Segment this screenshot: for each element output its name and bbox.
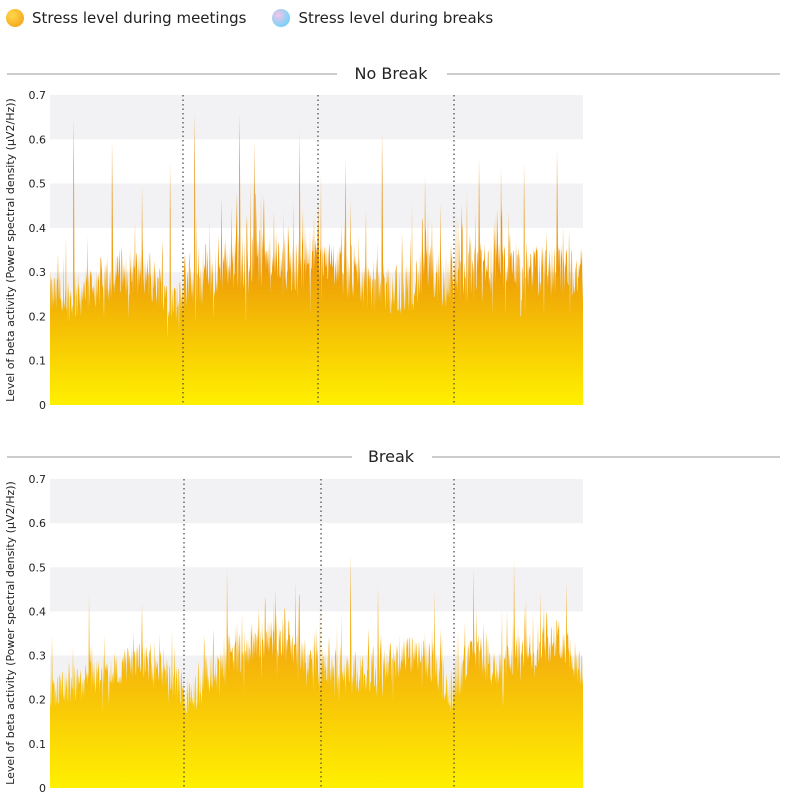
y-tick-label: 0.1 xyxy=(29,738,47,751)
chart-panel-break: Break 0 0.1 0.2 0.3 0.4 0.5 0.6 0.7 Level of be… xyxy=(4,447,780,795)
grid-band xyxy=(50,95,583,140)
y-tick-labels: 0 0.1 0.2 0.3 0.4 0.5 0.6 0.7 xyxy=(29,473,47,795)
meeting-separators xyxy=(183,479,455,788)
meeting-area-3 xyxy=(321,554,454,788)
meeting-area-2 xyxy=(184,567,321,788)
meeting-area-2 xyxy=(183,112,318,406)
legend-label-breaks: Stress level during breaks xyxy=(298,9,494,27)
y-tick-label: 0.3 xyxy=(29,650,47,663)
panel-title-no-break: No Break xyxy=(355,64,429,83)
grid-band xyxy=(50,479,583,524)
meeting-area-4 xyxy=(454,148,583,405)
series-area-group xyxy=(50,554,583,788)
meeting-area-1 xyxy=(50,593,184,788)
meeting-area-3 xyxy=(318,130,454,405)
meeting-area-4 xyxy=(454,558,583,788)
y-tick-label: 0.5 xyxy=(29,178,47,191)
y-tick-label: 0.3 xyxy=(29,266,47,279)
y-tick-label: 0.6 xyxy=(29,133,47,146)
y-axis-title: Level of beta activity (Power spectral d… xyxy=(4,98,17,402)
legend-item-breaks[interactable]: Stress level during breaks xyxy=(272,9,493,27)
legend-label-meetings: Stress level during meetings xyxy=(32,9,247,27)
y-tick-label: 0.4 xyxy=(29,605,47,618)
grid-band xyxy=(50,567,583,612)
y-tick-label: 0.7 xyxy=(29,473,47,486)
y-tick-label: 0 xyxy=(39,782,46,795)
meeting-area-1 xyxy=(50,117,183,405)
y-tick-label: 0.2 xyxy=(29,694,47,707)
y-tick-label: 0.5 xyxy=(29,561,47,574)
y-tick-label: 0.7 xyxy=(29,89,47,102)
legend-item-meetings[interactable]: Stress level during meetings xyxy=(6,9,246,27)
y-tick-labels: 0 0.1 0.2 0.3 0.4 0.5 0.6 0.7 xyxy=(29,89,47,412)
meetings-swatch-icon xyxy=(6,9,24,27)
y-tick-label: 0 xyxy=(39,399,46,412)
breaks-swatch-icon xyxy=(272,9,291,27)
series-area-group xyxy=(50,112,583,406)
y-tick-label: 0.2 xyxy=(29,310,47,323)
grid-band xyxy=(50,183,583,228)
chart-panel-no-break: No Break 0 0.1 0.2 0.3 0.4 0.5 0.6 0.7 Level of… xyxy=(4,64,780,412)
y-axis-title: Level of beta activity (Power spectral d… xyxy=(4,481,17,785)
y-tick-label: 0.4 xyxy=(29,222,47,235)
legend: Stress level during meetings Stress leve… xyxy=(6,4,519,32)
y-tick-label: 0.6 xyxy=(29,517,47,530)
panel-title-break: Break xyxy=(368,447,415,466)
y-tick-label: 0.1 xyxy=(29,355,47,368)
